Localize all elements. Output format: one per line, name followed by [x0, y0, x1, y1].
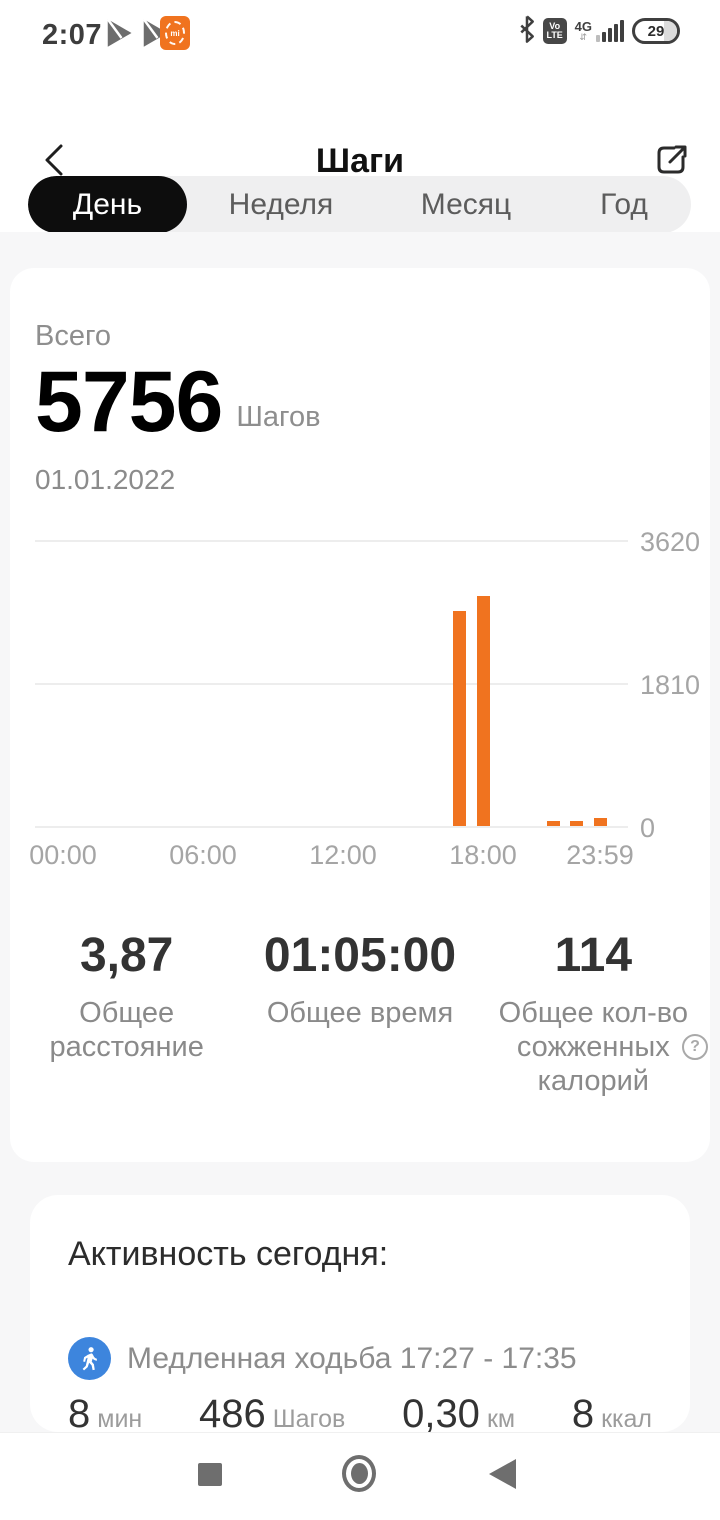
signal-icon: 4G ⇵	[575, 20, 624, 42]
total-label: Всего	[35, 320, 112, 352]
home-icon	[350, 1463, 368, 1484]
distance-value: 3,87	[79, 929, 174, 982]
signal-bars-icon	[596, 20, 624, 42]
gridline	[35, 683, 628, 685]
app-header: Шаги	[0, 60, 720, 180]
back-nav-button[interactable]	[489, 1459, 516, 1489]
daily-stats: 3,87 Общее расстояние 01:05:00 Общее вре…	[10, 928, 710, 1098]
chart-bar	[570, 821, 584, 826]
stat-calories: 114 Общее кол-во сожженных калорий	[477, 928, 710, 1098]
volte-icon: Vo LTE	[542, 18, 567, 44]
metric-calories: 8 ккал	[571, 1392, 652, 1432]
calories-label: Общее кол-во сожженных калорий	[498, 997, 688, 1097]
duration-label: Общее время	[266, 997, 454, 1029]
tab-month[interactable]: Месяц	[420, 187, 512, 221]
activity-title: Активность сегодня:	[68, 1235, 389, 1273]
play-store-notification-icon	[104, 18, 134, 48]
status-icons: Vo LTE 4G ⇵ 29	[519, 14, 680, 48]
activity-time-range: 17:27 - 17:35	[399, 1341, 577, 1375]
calories-help-icon[interactable]: ?	[682, 1034, 708, 1060]
steps-value: 5756	[35, 354, 223, 450]
back-button[interactable]	[38, 142, 74, 178]
metric-steps: 486 Шагов	[198, 1392, 346, 1432]
activity-list-item[interactable]: Медленная ходьба 17:27 - 17:35	[68, 1337, 577, 1380]
stat-distance: 3,87 Общее расстояние	[10, 928, 243, 1098]
activity-type: Медленная ходьба	[127, 1341, 392, 1375]
tab-year[interactable]: Год	[600, 187, 648, 221]
page-title: Шаги	[315, 142, 405, 180]
steps-summary-card: Всего 5756 Шагов 01.01.2022 3620 1810 0 …	[10, 268, 710, 1162]
metric-distance: 0,30 км	[402, 1392, 516, 1432]
calories-value: 114	[554, 929, 633, 982]
recents-button[interactable]	[198, 1463, 222, 1486]
gridline	[35, 540, 628, 542]
date-label: 01.01.2022	[35, 464, 176, 495]
x-axis-tick: 06:00	[169, 840, 237, 870]
status-bar: 2:07 mi Vo LTE 4G ⇵	[0, 0, 720, 60]
period-tabs: День Неделя Месяц Год	[28, 176, 691, 233]
y-axis-tick: 1810	[640, 670, 701, 700]
home-button[interactable]	[342, 1455, 376, 1492]
bluetooth-icon	[519, 14, 535, 48]
share-button[interactable]	[652, 140, 692, 180]
chart-bar	[453, 611, 467, 826]
distance-label: Общее расстояние	[49, 997, 204, 1063]
duration-value: 01:05:00	[263, 929, 457, 982]
y-axis-tick: 3620	[640, 527, 701, 557]
battery-level-fill	[664, 21, 677, 41]
walking-icon	[68, 1337, 111, 1380]
tab-day[interactable]: День	[28, 176, 187, 233]
network-type: 4G ⇵	[574, 19, 592, 42]
x-axis-tick: 00:00	[29, 840, 97, 870]
android-nav-bar	[0, 1432, 720, 1520]
activity-card: Активность сегодня: Медленная ходьба 17:…	[30, 1195, 690, 1432]
watch-glyph: mi	[165, 21, 185, 45]
play-store-notification-icon	[140, 18, 170, 48]
steps-total: 5756 Шагов	[35, 358, 321, 446]
mi-fit-notification-icon: mi	[160, 16, 190, 50]
gridline	[35, 826, 628, 828]
activity-metrics: 8 мин 486 Шагов 0,30 км 8 ккал	[68, 1392, 652, 1432]
steps-unit: Шагов	[236, 401, 321, 433]
metric-duration: 8 мин	[68, 1392, 143, 1432]
y-axis-tick: 0	[640, 813, 656, 843]
battery-indicator: 29	[632, 18, 680, 44]
stat-duration: 01:05:00 Общее время	[243, 928, 476, 1098]
tab-week[interactable]: Неделя	[228, 187, 334, 221]
x-axis-tick: 23:59	[566, 840, 634, 870]
data-arrows-icon: ⇵	[579, 32, 588, 42]
chart-plot	[35, 540, 628, 828]
chart-bar	[593, 818, 607, 826]
x-axis-tick: 18:00	[449, 840, 517, 870]
clock: 2:07	[42, 19, 103, 51]
steps-bar-chart: 3620 1810 0 00:00 06:00 12:00 18:00 23:5…	[29, 527, 700, 870]
chart-bar	[546, 821, 560, 826]
x-axis-tick: 12:00	[309, 840, 377, 870]
activity-description: Медленная ходьба 17:27 - 17:35	[127, 1342, 577, 1376]
chart-bar	[476, 596, 490, 826]
